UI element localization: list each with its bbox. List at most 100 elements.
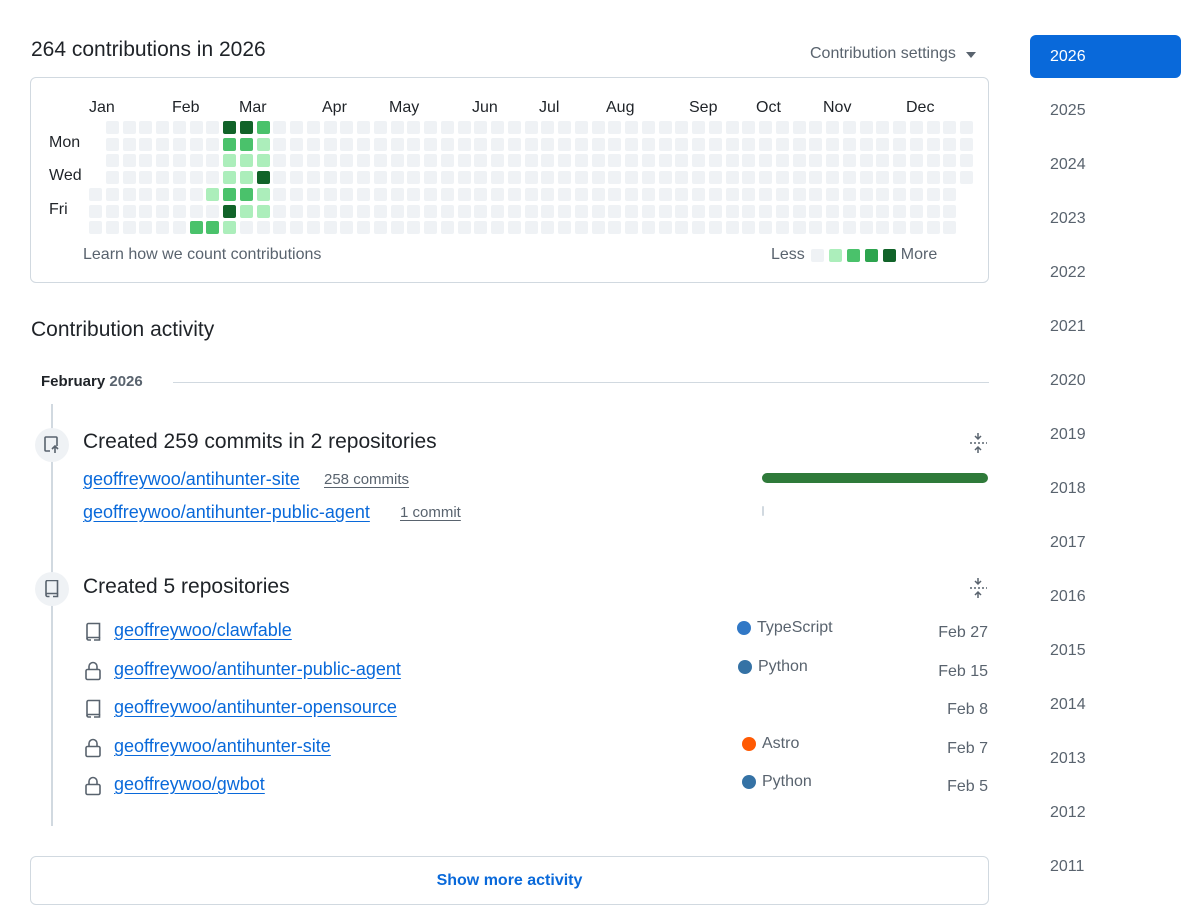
- contribution-cell[interactable]: [340, 121, 354, 134]
- year-link-2025[interactable]: 2025: [1050, 101, 1086, 119]
- contribution-cell[interactable]: [608, 171, 622, 185]
- contribution-cell[interactable]: [390, 171, 404, 185]
- contribution-cell[interactable]: [826, 171, 839, 185]
- contribution-cell[interactable]: [608, 154, 622, 168]
- contribution-cell[interactable]: [424, 221, 437, 235]
- contribution-cell[interactable]: [574, 171, 588, 185]
- contribution-cell[interactable]: [809, 154, 823, 168]
- contribution-cell[interactable]: [842, 171, 856, 185]
- contribution-cell[interactable]: [826, 221, 839, 235]
- contribution-cell[interactable]: [574, 187, 588, 201]
- contribution-cell[interactable]: [926, 121, 940, 134]
- contribution-cell[interactable]: [759, 171, 772, 185]
- contribution-cell[interactable]: [909, 204, 923, 218]
- contribution-cell[interactable]: [306, 171, 320, 185]
- year-link-2011[interactable]: 2011: [1050, 857, 1085, 875]
- year-link-2020[interactable]: 2020: [1050, 371, 1086, 389]
- contribution-cell[interactable]: [708, 154, 722, 168]
- contribution-cell[interactable]: [893, 154, 906, 168]
- contribution-cell[interactable]: [641, 154, 655, 168]
- contribution-cell[interactable]: [641, 137, 655, 151]
- contribution-cell[interactable]: [524, 137, 538, 151]
- contribution-cell[interactable]: [223, 154, 236, 168]
- contribution-cell[interactable]: [792, 137, 806, 151]
- contribution-cell[interactable]: [876, 221, 890, 235]
- contribution-cell[interactable]: [859, 171, 873, 185]
- contribution-cell[interactable]: [608, 137, 622, 151]
- contribution-cell[interactable]: [507, 137, 521, 151]
- contribution-cell[interactable]: [440, 187, 454, 201]
- contribution-cell[interactable]: [960, 137, 973, 151]
- contribution-cell[interactable]: [960, 171, 973, 185]
- contribution-cell[interactable]: [893, 221, 906, 235]
- contribution-cell[interactable]: [390, 187, 404, 201]
- contribution-cell[interactable]: [390, 221, 404, 235]
- show-more-activity-button[interactable]: Show more activity: [30, 856, 989, 905]
- contribution-cell[interactable]: [323, 137, 337, 151]
- contribution-cell[interactable]: [239, 221, 253, 235]
- contribution-cell[interactable]: [608, 121, 622, 134]
- contribution-cell[interactable]: [273, 221, 287, 235]
- contribution-cell[interactable]: [440, 221, 454, 235]
- collapse-icon[interactable]: [968, 432, 988, 454]
- contribution-cell[interactable]: [926, 171, 940, 185]
- contribution-cell[interactable]: [172, 137, 186, 151]
- contribution-cell[interactable]: [893, 204, 906, 218]
- year-link-2014[interactable]: 2014: [1050, 695, 1086, 713]
- contribution-cell[interactable]: [223, 204, 236, 218]
- contribution-cell[interactable]: [675, 221, 689, 235]
- contribution-cell[interactable]: [290, 137, 303, 151]
- contribution-cell[interactable]: [357, 171, 370, 185]
- contribution-cell[interactable]: [189, 154, 203, 168]
- contribution-cell[interactable]: [708, 221, 722, 235]
- contribution-cell[interactable]: [457, 187, 471, 201]
- year-link-2013[interactable]: 2013: [1050, 749, 1086, 767]
- contribution-cell[interactable]: [139, 121, 153, 134]
- contribution-cell[interactable]: [692, 187, 705, 201]
- contribution-cell[interactable]: [172, 171, 186, 185]
- contribution-cell[interactable]: [491, 204, 504, 218]
- contribution-cell[interactable]: [625, 121, 638, 134]
- contribution-cell[interactable]: [541, 137, 555, 151]
- contribution-cell[interactable]: [424, 154, 437, 168]
- contribution-cell[interactable]: [357, 154, 370, 168]
- contribution-cell[interactable]: [390, 121, 404, 134]
- contribution-cell[interactable]: [239, 154, 253, 168]
- contribution-cell[interactable]: [759, 137, 772, 151]
- contribution-cell[interactable]: [474, 154, 488, 168]
- contribution-cell[interactable]: [122, 187, 136, 201]
- contribution-cell[interactable]: [926, 137, 940, 151]
- contribution-cell[interactable]: [893, 137, 906, 151]
- year-link-2019[interactable]: 2019: [1050, 425, 1086, 443]
- contribution-cell[interactable]: [122, 154, 136, 168]
- contribution-cell[interactable]: [89, 204, 102, 218]
- contribution-cell[interactable]: [172, 221, 186, 235]
- contribution-cell[interactable]: [692, 137, 705, 151]
- contribution-cell[interactable]: [139, 204, 153, 218]
- contribution-cell[interactable]: [574, 204, 588, 218]
- contribution-cell[interactable]: [658, 204, 672, 218]
- contribution-cell[interactable]: [943, 221, 957, 235]
- contribution-cell[interactable]: [591, 154, 605, 168]
- contribution-cell[interactable]: [273, 204, 287, 218]
- contribution-cell[interactable]: [239, 204, 253, 218]
- contribution-cell[interactable]: [223, 121, 236, 134]
- contribution-cell[interactable]: [407, 121, 421, 134]
- contribution-cell[interactable]: [859, 154, 873, 168]
- contribution-cell[interactable]: [290, 154, 303, 168]
- contribution-cell[interactable]: [625, 187, 638, 201]
- contribution-cell[interactable]: [792, 221, 806, 235]
- contribution-cell[interactable]: [641, 121, 655, 134]
- contribution-cell[interactable]: [725, 187, 739, 201]
- contribution-cell[interactable]: [558, 171, 571, 185]
- contribution-cell[interactable]: [842, 154, 856, 168]
- contribution-cell[interactable]: [541, 204, 555, 218]
- contribution-cell[interactable]: [390, 154, 404, 168]
- year-link-2018[interactable]: 2018: [1050, 479, 1086, 497]
- contribution-cell[interactable]: [340, 154, 354, 168]
- contribution-cell[interactable]: [909, 121, 923, 134]
- contribution-cell[interactable]: [692, 121, 705, 134]
- contribution-cell[interactable]: [89, 221, 102, 235]
- contribution-cell[interactable]: [457, 137, 471, 151]
- contribution-cell[interactable]: [122, 121, 136, 134]
